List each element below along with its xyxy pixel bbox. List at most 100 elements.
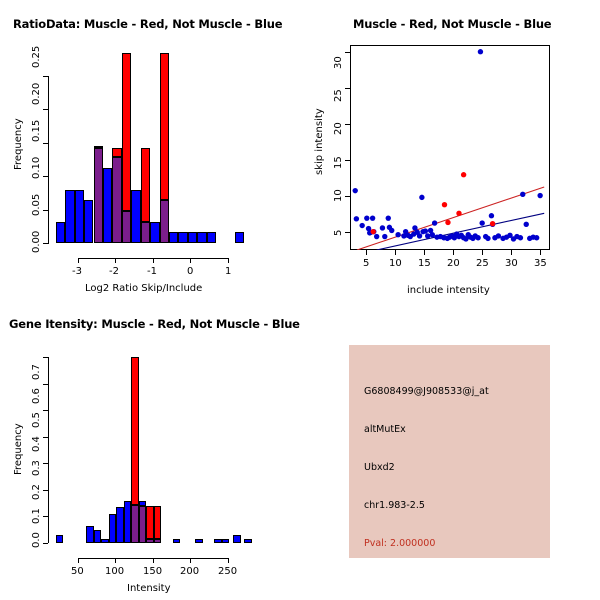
scatter-point-not-muscle bbox=[485, 235, 491, 242]
histogram-bar-overlap bbox=[131, 505, 139, 543]
ratio-hist-ytick-mark-4 bbox=[43, 109, 48, 110]
gene-hist-xtick-mark-0 bbox=[78, 558, 79, 563]
scatter-point-not-muscle bbox=[412, 225, 418, 231]
gene-hist-ytick-0: 0.0 bbox=[31, 532, 42, 548]
panel-gene-histogram: Gene Itensity: Muscle - Red, Not Muscle … bbox=[0, 300, 300, 600]
scatter-ytick-mark-4 bbox=[345, 88, 350, 89]
scatter-point-not-muscle bbox=[495, 233, 502, 239]
ratio-hist-xtick-mark-1 bbox=[115, 258, 116, 263]
ratio-hist-ytick-2: 0.10 bbox=[31, 156, 42, 179]
scatter-point-not-muscle bbox=[416, 233, 423, 239]
scatter-point-not-muscle bbox=[520, 191, 526, 198]
ratio-hist-xtick-mark-3 bbox=[190, 258, 191, 263]
ratio-hist-ytick-0: 0.00 bbox=[31, 230, 42, 253]
gene-hist-xtick-mark-3 bbox=[190, 558, 191, 563]
info-location: chr1.983-2.5 bbox=[364, 500, 425, 511]
gene-hist-ytick-1: 0.1 bbox=[31, 508, 42, 524]
histogram-bar-overlap bbox=[112, 157, 122, 243]
scatter-point-not-muscle bbox=[379, 225, 386, 231]
gene-hist-title: Gene Itensity: Muscle - Red, Not Muscle … bbox=[9, 317, 300, 331]
histogram-bar-muscle bbox=[121, 52, 132, 212]
scatter-point-muscle bbox=[441, 202, 448, 208]
info-pval: Pval: 2.000000 bbox=[364, 538, 436, 549]
scatter-xtick-0: 5 bbox=[363, 258, 370, 269]
histogram-bar-overlap bbox=[138, 505, 147, 543]
scatter-point-muscle bbox=[456, 210, 462, 216]
ratio-hist-title: RatioData: Muscle - Red, Not Muscle - Bl… bbox=[13, 17, 283, 31]
gene-hist-ytick-7: 0.7 bbox=[31, 364, 42, 380]
not-muscle-fit-line bbox=[376, 212, 545, 250]
histogram-bar-not-muscle bbox=[195, 538, 203, 543]
histogram-bar-not-muscle bbox=[233, 535, 241, 543]
ratio-hist-xtick-mark-2 bbox=[153, 258, 154, 263]
scatter-point-not-muscle bbox=[385, 215, 391, 221]
scatter-ytick-1: 10 bbox=[333, 189, 344, 202]
histogram-bar-overlap bbox=[121, 211, 132, 243]
scatter-canvas bbox=[352, 49, 545, 250]
scatter-xtick-mark-4 bbox=[482, 250, 483, 255]
ratio-hist-xtick-4: 1 bbox=[225, 266, 232, 277]
ratio-hist-xlabel: Log2 Ratio Skip/Include bbox=[85, 283, 203, 294]
muscle-fit-line bbox=[356, 186, 545, 250]
scatter-point-not-muscle bbox=[431, 220, 438, 226]
histogram-bar-not-muscle bbox=[116, 506, 124, 543]
info-gene-symbol: Ubxd2 bbox=[364, 462, 395, 473]
scatter-ytick-mark-1 bbox=[345, 196, 350, 197]
scatter-point-not-muscle bbox=[373, 233, 380, 240]
gene-hist-xtick-3: 200 bbox=[180, 566, 200, 577]
ratio-hist-y-axis bbox=[48, 76, 49, 244]
scatter-ytick-mark-3 bbox=[345, 124, 350, 125]
histogram-bar-not-muscle bbox=[187, 232, 198, 243]
gene-hist-ytick-5: 0.5 bbox=[31, 412, 42, 428]
scatter-point-not-muscle bbox=[401, 233, 407, 239]
histogram-bar-not-muscle bbox=[138, 501, 147, 506]
ratio-hist-ytick-4: 0.20 bbox=[31, 82, 42, 105]
histogram-bar-not-muscle bbox=[197, 232, 207, 243]
ratio-hist-plot-area bbox=[52, 50, 252, 244]
scatter-xtick-mark-3 bbox=[453, 250, 454, 255]
scatter-point-not-muscle bbox=[352, 187, 358, 194]
ratio-hist-ylabel: Frequency bbox=[13, 118, 24, 170]
scatter-point-not-muscle bbox=[424, 233, 431, 239]
gene-hist-xtick-mark-1 bbox=[115, 558, 116, 563]
scatter-point-muscle bbox=[445, 219, 451, 226]
scatter-xlabel: include intensity bbox=[407, 285, 490, 296]
panel-info: G6808499@J908533@j_at altMutEx Ubxd2 chr… bbox=[300, 300, 600, 600]
ratio-hist-xtick-2: -1 bbox=[147, 266, 157, 277]
scatter-ytick-3: 20 bbox=[333, 122, 344, 135]
scatter-ytick-5: 30 bbox=[333, 56, 344, 69]
gene-hist-ytick-6: 0.6 bbox=[31, 388, 42, 404]
scatter-ytick-0: 5 bbox=[333, 229, 344, 236]
ratio-hist-xtick-0: -3 bbox=[72, 266, 82, 277]
scatter-ytick-mark-5 bbox=[345, 52, 350, 53]
scatter-point-not-muscle bbox=[463, 236, 469, 242]
scatter-point-not-muscle bbox=[427, 227, 434, 234]
histogram-bar-not-muscle bbox=[131, 189, 141, 243]
histogram-bar-not-muscle bbox=[85, 526, 94, 543]
ratio-hist-xtick-3: 0 bbox=[187, 266, 194, 277]
histogram-bar-not-muscle bbox=[65, 189, 75, 243]
histogram-bar-not-muscle bbox=[93, 530, 102, 543]
scatter-point-not-muscle bbox=[353, 216, 360, 222]
scatter-xtick-mark-2 bbox=[424, 250, 425, 255]
gene-hist-ytick-mark-1 bbox=[43, 516, 48, 517]
gene-hist-ytick-mark-5 bbox=[43, 410, 48, 411]
info-probe-id: G6808499@J908533@j_at bbox=[364, 386, 489, 397]
scatter-plot-frame bbox=[350, 45, 550, 250]
histogram-bar-not-muscle bbox=[206, 232, 217, 243]
gene-hist-ytick-4: 0.4 bbox=[31, 436, 42, 452]
scatter-point-not-muscle bbox=[477, 49, 484, 55]
scatter-point-not-muscle bbox=[475, 235, 481, 241]
histogram-bar-muscle bbox=[140, 147, 151, 222]
scatter-point-not-muscle bbox=[389, 227, 395, 234]
histogram-bar-muscle bbox=[159, 52, 169, 201]
scatter-ytick-2: 15 bbox=[333, 156, 344, 169]
ratio-hist-xtick-1: -2 bbox=[109, 266, 119, 277]
histogram-bar-not-muscle bbox=[55, 221, 66, 243]
scatter-point-not-muscle bbox=[419, 194, 425, 201]
scatter-ytick-mark-2 bbox=[345, 160, 350, 161]
scatter-xtick-1: 10 bbox=[389, 258, 402, 269]
scatter-ytick-mark-0 bbox=[345, 232, 350, 233]
scatter-xtick-mark-5 bbox=[511, 250, 512, 255]
scatter-ytick-4: 25 bbox=[333, 89, 344, 102]
